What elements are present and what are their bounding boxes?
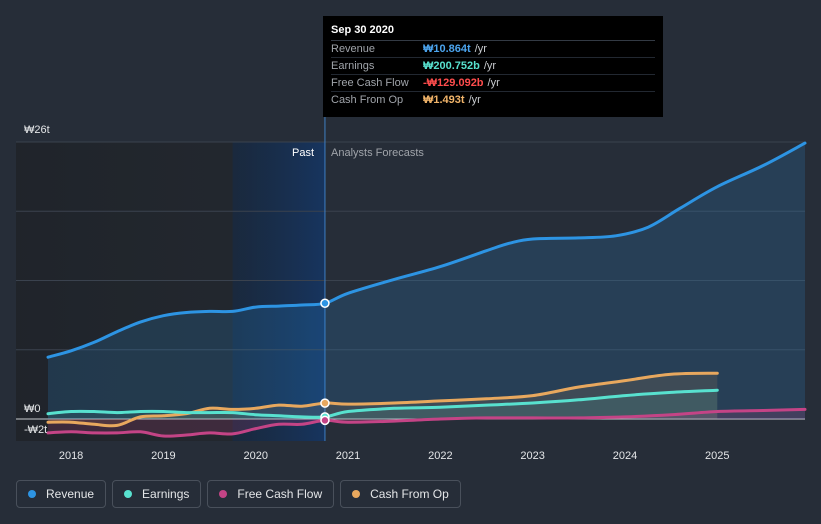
legend: Revenue Earnings Free Cash Flow Cash Fro… — [16, 480, 461, 508]
tooltip-value: ₩10.864t — [423, 43, 471, 55]
tooltip-value: ₩200.752b — [423, 60, 480, 72]
cash-from-op-line — [46, 371, 719, 428]
tooltip-unit: /yr — [487, 77, 500, 89]
legend-label: Revenue — [46, 487, 95, 501]
forecast-label: Analysts Forecasts — [331, 147, 424, 159]
y-tick-label: ₩26t — [24, 124, 50, 136]
tooltip-label: Revenue — [331, 43, 376, 55]
legend-item-free-cash-flow[interactable]: Free Cash Flow — [207, 480, 335, 508]
revenue-area — [48, 143, 805, 419]
free-cash-flow-line — [46, 407, 807, 438]
tooltip-unit: /yr — [468, 94, 481, 106]
legend-dot-icon — [219, 490, 228, 498]
x-tick-label: 2023 — [520, 450, 544, 462]
legend-dot-icon — [124, 490, 133, 498]
revenue-line — [46, 141, 807, 359]
highlight-band — [232, 142, 325, 441]
revenue-marker — [320, 298, 330, 309]
cash-from-op-marker — [320, 398, 330, 408]
legend-item-earnings[interactable]: Earnings — [112, 480, 202, 508]
legend-dot-icon — [28, 490, 36, 498]
x-tick-label: 2021 — [336, 450, 360, 462]
tooltip-unit: /yr — [474, 43, 487, 55]
tooltip-label: Free Cash Flow — [331, 77, 409, 89]
tooltip-date: Sep 30 2020 — [331, 22, 655, 41]
legend-item-cash-from-op[interactable]: Cash From Op — [340, 480, 461, 508]
x-tick-label: 2019 — [151, 450, 175, 462]
legend-dot-icon — [352, 490, 361, 498]
past-label: Past — [292, 147, 315, 159]
tooltip-label: Cash From Op — [331, 94, 404, 106]
x-tick-label: 2022 — [428, 450, 452, 462]
tooltip-value: -₩129.092b — [423, 77, 484, 89]
x-tick-label: 2020 — [243, 450, 267, 462]
tooltip-value: ₩1.493t — [423, 94, 465, 106]
x-tick-label: 2018 — [59, 450, 83, 462]
tooltip-row-earnings: Earnings ₩200.752b /yr — [331, 58, 655, 75]
legend-label: Free Cash Flow — [237, 487, 323, 501]
free-cash-flow-marker — [320, 415, 330, 426]
tooltip-row-free-cash-flow: Free Cash Flow -₩129.092b /yr — [331, 75, 655, 92]
tooltip-row-cash-from-op: Cash From Op ₩1.493t /yr — [331, 92, 655, 108]
x-tick-label: 2025 — [705, 450, 729, 462]
tooltip-row-revenue: Revenue ₩10.864t /yr — [331, 41, 655, 58]
free-cash-flow-area — [48, 409, 805, 437]
tooltip-unit: /yr — [483, 60, 497, 72]
x-tick-label: 2024 — [613, 450, 637, 462]
legend-item-revenue[interactable]: Revenue — [16, 480, 107, 508]
earnings-area — [48, 390, 718, 419]
tooltip: Sep 30 2020 Revenue ₩10.864t /yr Earning… — [323, 16, 663, 117]
legend-label: Earnings — [142, 487, 190, 501]
y-tick-label: -₩2t — [24, 424, 47, 436]
tooltip-label: Earnings — [331, 60, 375, 72]
legend-label: Cash From Op — [370, 487, 449, 501]
y-tick-label: ₩0 — [24, 403, 41, 415]
earnings-line — [46, 388, 719, 419]
